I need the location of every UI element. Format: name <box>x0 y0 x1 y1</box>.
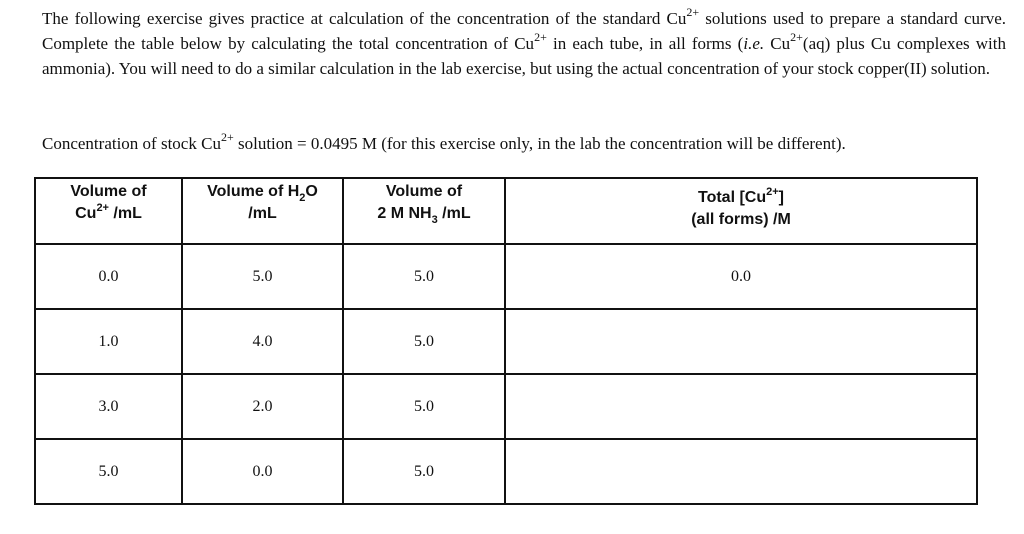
header-text: Cu2+ /mL <box>36 201 181 225</box>
superscript: 2+ <box>790 30 803 45</box>
superscript: 2+ <box>96 201 109 214</box>
instructions-paragraph: The following exercise gives practice at… <box>42 6 1006 81</box>
cell-total-concentration[interactable] <box>504 438 978 505</box>
cell-nh3-volume: 5.0 <box>342 438 506 505</box>
header-row: Volume of Cu2+ /mL Volume of H2O /mL Vol… <box>34 177 978 245</box>
header-text: Total [Cu2+] <box>506 181 976 209</box>
ie-italic: i.e. <box>743 34 765 53</box>
header-pre: 2 M NH <box>377 205 432 222</box>
cell-h2o-volume: 0.0 <box>181 438 344 505</box>
cell-nh3-volume: 5.0 <box>342 243 506 310</box>
header-pre: Volume of H <box>207 183 300 200</box>
intro-text-5: (aq) plus Cu complexes with ammonia). Yo… <box>42 34 1006 78</box>
cell-cu-volume: 5.0 <box>34 438 183 505</box>
intro-text-4: Cu <box>764 34 791 53</box>
header-unit: /mL <box>248 205 277 222</box>
cell-total-concentration[interactable] <box>504 308 978 375</box>
header-unit: /mL <box>108 205 142 222</box>
cell-cu-volume: 1.0 <box>34 308 183 375</box>
cell-total-concentration[interactable] <box>504 373 978 440</box>
cell-h2o-volume: 5.0 <box>181 243 344 310</box>
cell-cu-volume: 0.0 <box>34 243 183 310</box>
stock-text-pre: Concentration of stock Cu <box>42 134 221 153</box>
superscript: 2+ <box>766 185 779 198</box>
cell-total-concentration[interactable]: 0.0 <box>504 243 978 310</box>
header-text: Volume of <box>70 183 147 200</box>
table-row: 0.0 5.0 5.0 0.0 <box>34 243 978 310</box>
intro-text-3: in each tube, in all forms ( <box>546 34 744 53</box>
cell-h2o-volume: 2.0 <box>181 373 344 440</box>
superscript: 2+ <box>220 130 234 145</box>
header-post: /mL <box>437 205 471 222</box>
stock-text-post: solution = 0.0495 M (for this exercise o… <box>233 134 846 153</box>
table-row: 5.0 0.0 5.0 <box>34 438 978 505</box>
intro-text-2: solutions used to prepare a standard cur… <box>42 9 1006 53</box>
header-volume-cu: Volume of Cu2+ /mL <box>34 177 183 245</box>
cell-cu-volume: 3.0 <box>34 373 183 440</box>
header-text: Volume of <box>385 183 463 200</box>
subscript: 3 <box>431 214 438 227</box>
header-post: ] <box>778 189 784 206</box>
stock-concentration-line: Concentration of stock Cu2+ solution = 0… <box>42 131 846 156</box>
header-cu: Cu <box>75 205 97 222</box>
header-volume-nh3: Volume of 2 M NH3 /mL <box>342 177 506 245</box>
superscript: 2+ <box>686 5 700 20</box>
subscript: 2 <box>299 192 306 205</box>
cell-nh3-volume: 5.0 <box>342 308 506 375</box>
cell-h2o-volume: 4.0 <box>181 308 344 375</box>
header-text: 2 M NH3 /mL <box>344 203 504 227</box>
dilution-table: Volume of Cu2+ /mL Volume of H2O /mL Vol… <box>34 177 978 505</box>
header-total-cu: Total [Cu2+] (all forms) /M <box>504 177 978 245</box>
table-row: 3.0 2.0 5.0 <box>34 373 978 440</box>
superscript: 2+ <box>534 30 547 45</box>
table-row: 1.0 4.0 5.0 <box>34 308 978 375</box>
header-text: Volume of H2O <box>183 181 342 205</box>
header-volume-h2o: Volume of H2O /mL <box>181 177 344 245</box>
cell-nh3-volume: 5.0 <box>342 373 506 440</box>
intro-text-1: The following exercise gives practice at… <box>42 9 687 28</box>
header-post: O <box>305 183 318 200</box>
header-text: (all forms) /M <box>691 211 791 228</box>
header-pre: Total [Cu <box>697 189 767 206</box>
